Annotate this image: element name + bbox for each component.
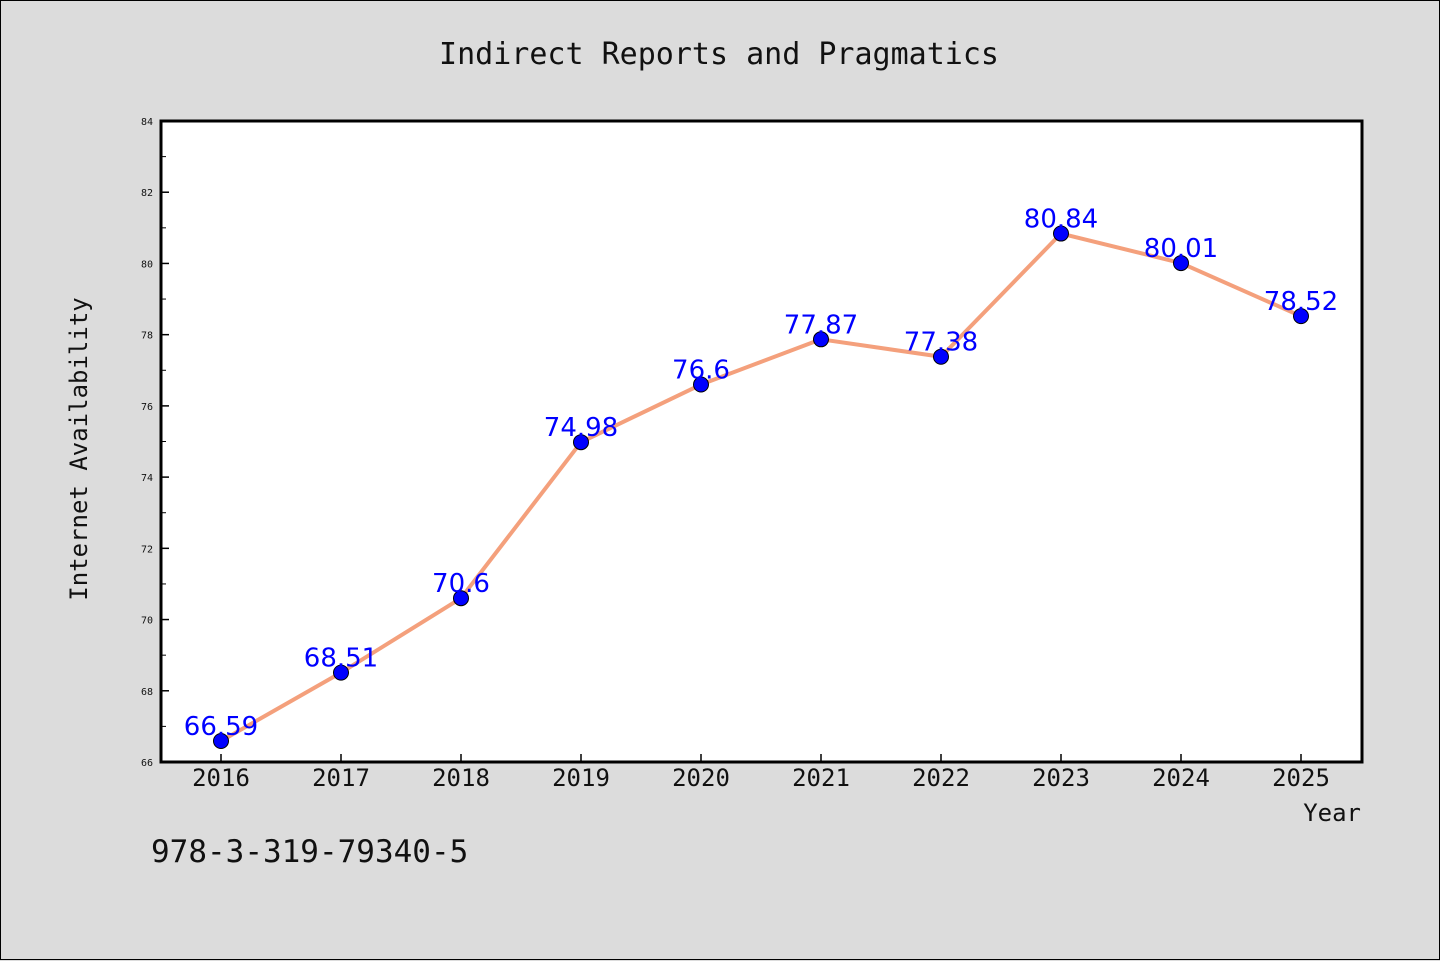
x-axis: 2016 2017 2018 2019 2020 2021 2022 2023 2024 2025 xyxy=(192,754,1330,792)
data-point xyxy=(933,348,949,365)
footer-text: 978-3-319-79340-5 xyxy=(151,834,469,870)
y-tick-label: 84 xyxy=(141,117,153,128)
x-tick-label: 2025 xyxy=(1272,764,1330,792)
x-tick-label: 2018 xyxy=(432,764,490,792)
data-labels: 66.59 68.51 70.6 74.98 76.6 77.87 77.38 80.84 80… xyxy=(184,205,1338,742)
data-point xyxy=(573,434,589,451)
y-tick-label: 76 xyxy=(141,402,153,413)
x-tick-label: 2020 xyxy=(672,764,730,792)
plot-area xyxy=(159,119,1364,764)
x-tick-label: 2023 xyxy=(1032,764,1090,792)
x-tick-label: 2017 xyxy=(312,764,370,792)
data-point xyxy=(1053,225,1069,242)
data-label: 70.6 xyxy=(432,569,490,599)
x-axis-label: Year xyxy=(1303,799,1361,827)
data-label: 78.52 xyxy=(1264,287,1338,317)
data-point xyxy=(453,590,469,607)
y-tick-label: 78 xyxy=(141,331,153,342)
x-tick-label: 2021 xyxy=(792,764,850,792)
series-line xyxy=(213,225,1309,749)
data-label: 68.51 xyxy=(304,644,378,674)
data-point xyxy=(213,732,229,749)
data-label: 80.84 xyxy=(1024,205,1098,235)
y-tick-label: 80 xyxy=(141,259,153,270)
data-label: 77.87 xyxy=(784,310,858,340)
y-tick-label: 68 xyxy=(141,687,153,698)
y-axis-label: Internet Availability xyxy=(65,297,93,600)
chart-title: Indirect Reports and Pragmatics xyxy=(439,37,999,72)
x-tick-label: 2022 xyxy=(912,764,970,792)
data-label: 76.6 xyxy=(672,356,730,386)
x-tick-label: 2016 xyxy=(192,764,250,792)
data-label: 66.59 xyxy=(184,712,258,742)
data-point xyxy=(333,664,349,681)
y-tick-label: 66 xyxy=(141,758,153,769)
y-tick-label: 72 xyxy=(141,544,153,555)
y-axis: 66 68 70 72 74 76 78 80 82 84 xyxy=(141,117,169,769)
data-point xyxy=(813,331,829,348)
data-point xyxy=(1293,308,1309,325)
series-line-path xyxy=(219,231,1303,743)
data-label: 74.98 xyxy=(544,413,618,443)
x-tick-label: 2024 xyxy=(1152,764,1210,792)
y-tick-label: 74 xyxy=(141,473,153,484)
data-point xyxy=(693,376,709,393)
data-point xyxy=(1173,255,1189,272)
data-label: 77.38 xyxy=(904,328,978,358)
y-tick-label: 70 xyxy=(141,616,153,627)
data-label: 80.01 xyxy=(1144,234,1218,264)
y-tick-label: 82 xyxy=(141,188,153,199)
x-tick-label: 2019 xyxy=(552,764,610,792)
